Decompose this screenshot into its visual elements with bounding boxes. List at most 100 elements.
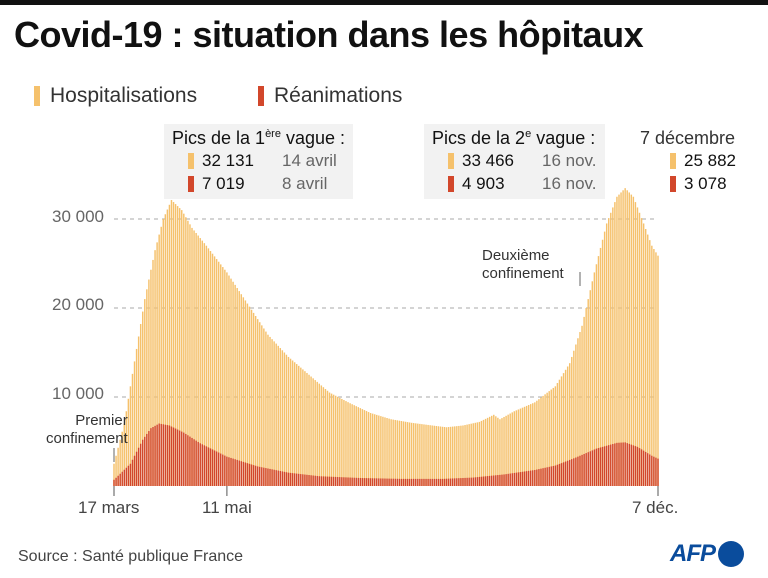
afp-logo-text: AFP (670, 540, 716, 567)
bar-hospitalisations (121, 431, 123, 486)
bar-reanimations (232, 458, 234, 486)
bar-reanimations (234, 459, 236, 486)
bar-hospitalisations (542, 395, 544, 486)
bar-hospitalisations (230, 278, 232, 486)
bar-hospitalisations (394, 419, 396, 486)
bar-reanimations (638, 448, 641, 486)
bar-hospitalisations (195, 232, 197, 486)
bar-hospitalisations (470, 423, 472, 486)
bar-reanimations (595, 448, 598, 486)
bar-reanimations (189, 436, 191, 486)
bar-reanimations (628, 443, 630, 486)
bar-hospitalisations (386, 418, 388, 486)
bar-reanimations (193, 439, 195, 486)
bar-hospitalisations (378, 415, 380, 486)
bar-hospitalisations (363, 410, 366, 486)
bar-reanimations (423, 478, 425, 486)
bar-hospitalisations (314, 380, 316, 486)
latest-values: 7 décembre 25 882 3 078 (640, 128, 736, 195)
bar-reanimations (521, 471, 524, 486)
bar-hospitalisations (199, 238, 201, 486)
bar-hospitalisations (322, 387, 325, 486)
bar-hospitalisations (532, 403, 534, 486)
bar-hospitalisations (170, 200, 173, 486)
bar-reanimations (472, 477, 474, 486)
bar-hospitalisations (521, 407, 524, 486)
bar-reanimations (269, 468, 271, 486)
bar-reanimations (365, 478, 368, 486)
bar-hospitalisations (238, 291, 240, 486)
bar-hospitalisations (187, 220, 189, 486)
bar-reanimations (156, 424, 158, 486)
bar-hospitalisations (651, 245, 653, 486)
bar-hospitalisations (316, 381, 318, 486)
bar-hospitalisations (626, 190, 628, 487)
bar-hospitalisations (591, 281, 594, 486)
bar-reanimations (195, 440, 197, 486)
bar-hospitalisations (293, 362, 296, 486)
bar-hospitalisations (400, 421, 403, 486)
bar-hospitalisations (246, 303, 249, 486)
bar-reanimations (523, 471, 526, 486)
bar-reanimations (275, 470, 277, 486)
bar-reanimations (443, 478, 446, 486)
bar-hospitalisations (371, 413, 374, 486)
bar-reanimations (265, 468, 267, 486)
bar-reanimations (449, 478, 452, 486)
bar-reanimations (252, 465, 255, 486)
bar-hospitalisations (464, 425, 466, 486)
bar-reanimations (419, 478, 421, 486)
bar-hospitalisations (456, 426, 458, 486)
bar-hospitalisations (507, 414, 509, 486)
bar-hospitalisations (454, 426, 456, 486)
bar-hospitalisations (332, 394, 335, 486)
bar-hospitalisations (154, 250, 156, 486)
bar-hospitalisations (330, 393, 333, 486)
bar-reanimations (371, 478, 374, 486)
bar-reanimations (620, 442, 622, 486)
bar-hospitalisations (657, 255, 659, 486)
bar-hospitalisations (164, 214, 167, 486)
bar-reanimations (630, 444, 633, 486)
bar-hospitalisations (466, 424, 468, 486)
bar-reanimations (482, 476, 485, 486)
bar-hospitalisations (390, 419, 392, 486)
bar-reanimations (226, 456, 228, 486)
bar-reanimations (115, 477, 117, 486)
bar-reanimations (410, 478, 413, 486)
bar-reanimations (534, 469, 536, 486)
bar-reanimations (636, 446, 639, 486)
peak-date: 16 nov. (542, 151, 597, 170)
bar-reanimations (417, 478, 419, 486)
bar-reanimations (612, 443, 614, 486)
bar-reanimations (556, 464, 559, 486)
bar-reanimations (211, 449, 214, 486)
bar-hospitalisations (530, 404, 532, 486)
bar-hospitalisations (458, 425, 460, 486)
bar-reanimations (203, 445, 206, 486)
bar-hospitalisations (415, 423, 417, 486)
bar-reanimations (382, 478, 384, 486)
bar-reanimations (519, 472, 522, 486)
bar-hospitalisations (468, 424, 470, 486)
bar-reanimations (345, 477, 347, 486)
bar-hospitalisations (640, 218, 643, 487)
bar-hospitalisations (209, 251, 212, 486)
bar-reanimations (168, 425, 171, 486)
bar-hospitalisations (484, 418, 487, 486)
afp-logo-dot (718, 541, 744, 567)
bar-reanimations (185, 433, 187, 486)
bar-reanimations (585, 453, 587, 486)
bar-reanimations (256, 466, 259, 486)
bar-hospitalisations (222, 267, 224, 486)
bar-hospitalisations (605, 223, 608, 486)
bar-hospitalisations (488, 416, 491, 486)
bar-reanimations (456, 478, 458, 486)
bar-hospitalisations (412, 423, 415, 486)
bar-hospitalisations (583, 316, 585, 486)
bar-hospitalisations (203, 243, 206, 486)
bar-reanimations (174, 428, 177, 486)
bar-reanimations (644, 451, 647, 486)
bar-hospitalisations (647, 234, 649, 486)
bar-hospitalisations (480, 420, 483, 486)
